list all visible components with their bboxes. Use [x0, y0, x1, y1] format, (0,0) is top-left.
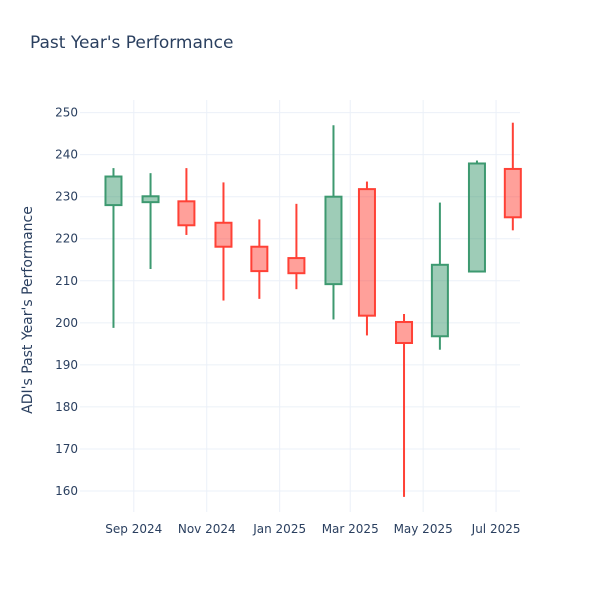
x-tick-label: Jan 2025 — [252, 522, 306, 536]
y-tick-label: 170 — [55, 442, 78, 456]
candle-increasing — [141, 173, 160, 270]
candle-decreasing — [214, 182, 233, 301]
chart-title: Past Year's Performance — [30, 33, 234, 53]
candle-decreasing — [395, 313, 414, 497]
x-tick-label: Mar 2025 — [322, 522, 379, 536]
candle-decreasing — [357, 181, 376, 336]
candle-body — [324, 195, 343, 286]
candle-decreasing — [287, 203, 306, 290]
candle-body — [503, 167, 522, 219]
candle-body — [357, 188, 376, 317]
y-tick-label: 190 — [55, 358, 78, 372]
y-tick-label: 200 — [55, 316, 78, 330]
candle-body — [141, 195, 160, 204]
candle-body — [104, 175, 123, 207]
candle-body — [250, 245, 269, 273]
candle-increasing — [104, 168, 123, 328]
x-tick-label: May 2025 — [394, 522, 453, 536]
candle-body — [395, 320, 414, 344]
candle-body — [177, 200, 196, 227]
x-tick-label: Sep 2024 — [105, 522, 162, 536]
candles — [104, 122, 522, 497]
candle-decreasing — [177, 168, 196, 235]
y-tick-label: 220 — [55, 232, 78, 246]
y-tick-label: 250 — [55, 106, 78, 120]
y-axis-title: ADI's Past Year's Performance — [20, 206, 36, 414]
axes: 160 170 180 190 200 210 220 230 240 250 Sep 2024 No… — [55, 106, 520, 536]
candle-decreasing — [250, 219, 269, 299]
candle-body — [430, 263, 449, 338]
x-tick-label: Nov 2024 — [178, 522, 236, 536]
candle-body — [287, 257, 306, 275]
candle-increasing — [324, 125, 343, 320]
y-tick-label: 160 — [55, 484, 78, 498]
y-tick-label: 210 — [55, 274, 78, 288]
y-tick-label: 240 — [55, 148, 78, 162]
candle-body — [467, 162, 486, 273]
grid — [80, 100, 520, 512]
y-tick-label: 230 — [55, 190, 78, 204]
x-tick-label: Jul 2025 — [471, 522, 521, 536]
candle-increasing — [467, 160, 486, 273]
candle-decreasing — [503, 122, 522, 231]
candle-increasing — [430, 202, 449, 350]
candle-body — [214, 221, 233, 248]
y-tick-label: 180 — [55, 400, 78, 414]
